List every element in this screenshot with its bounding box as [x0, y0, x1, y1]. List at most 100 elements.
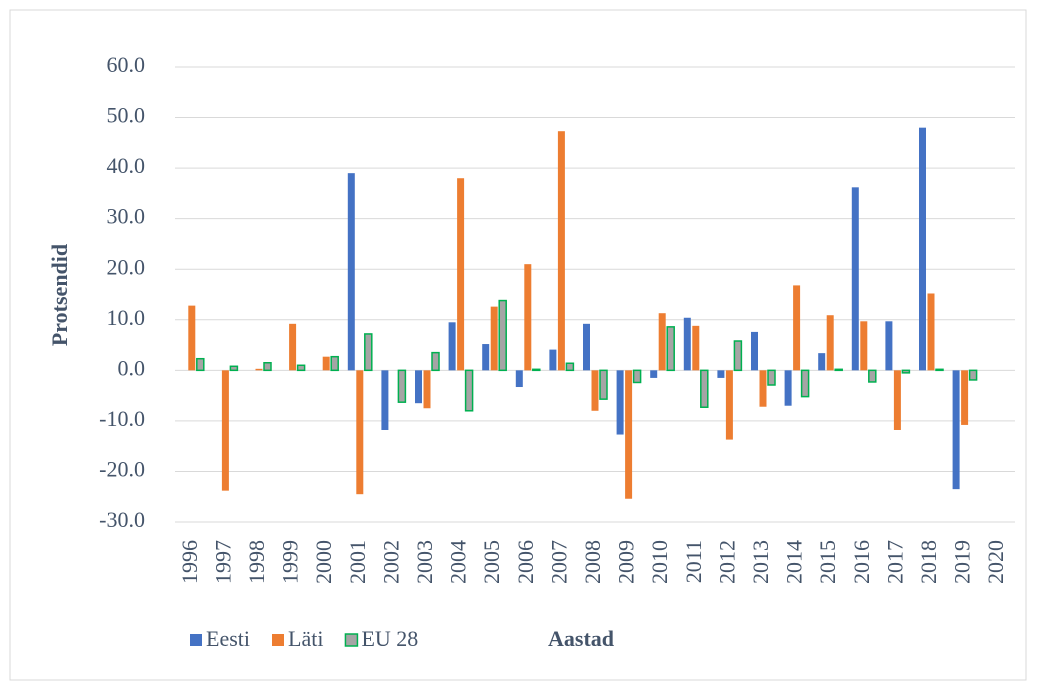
- bar: [229, 365, 239, 372]
- x-tick-label: 2020: [983, 540, 1008, 584]
- bar: [968, 369, 978, 381]
- legend-swatch: [272, 634, 284, 646]
- bar: [700, 369, 709, 408]
- bar: [818, 353, 826, 371]
- bar: [490, 306, 498, 371]
- bar: [330, 355, 339, 372]
- bar: [927, 293, 935, 371]
- bar: [759, 370, 767, 407]
- x-tick-label: 2016: [849, 540, 874, 584]
- y-tick-label: 40.0: [107, 153, 146, 178]
- legend-label: Läti: [288, 626, 323, 651]
- bar: [431, 351, 440, 372]
- bar: [364, 333, 373, 372]
- x-tick-label: 2011: [681, 540, 706, 583]
- bar: [356, 370, 364, 495]
- x-tick-label: 1999: [278, 540, 303, 584]
- bar: [221, 370, 229, 491]
- bar: [935, 368, 944, 372]
- x-tick-label: 1997: [210, 540, 235, 584]
- bar: [532, 368, 541, 372]
- y-tick-label: 50.0: [107, 103, 146, 128]
- y-tick-label: -20.0: [99, 456, 145, 481]
- bar: [725, 370, 733, 440]
- bar: [347, 173, 355, 371]
- bar: [625, 370, 633, 499]
- bar: [322, 356, 330, 371]
- bar: [767, 369, 776, 386]
- bar: [289, 323, 297, 371]
- bar: [196, 357, 205, 372]
- bar: [255, 368, 263, 371]
- x-axis-title: Aastad: [548, 626, 614, 651]
- x-tick-label: 2015: [815, 540, 840, 584]
- x-tick-label: 2010: [647, 540, 672, 584]
- legend-swatch: [344, 633, 359, 647]
- x-tick-label: 2019: [950, 540, 975, 584]
- bar: [658, 313, 666, 371]
- legend-label: Eesti: [206, 626, 250, 651]
- bar: [826, 315, 834, 371]
- x-tick-label: 2006: [513, 540, 538, 584]
- bar: [885, 321, 893, 371]
- x-tick-label: 2001: [345, 540, 370, 584]
- legend-swatch: [190, 634, 202, 646]
- y-tick-label: -10.0: [99, 406, 145, 431]
- bar: [717, 370, 725, 378]
- bar: [549, 349, 557, 371]
- y-tick-label: 30.0: [107, 204, 146, 229]
- bar: [893, 370, 901, 430]
- x-tick-label: 2014: [782, 540, 807, 584]
- x-tick-label: 2018: [916, 540, 941, 584]
- bar: [599, 369, 608, 400]
- bar: [616, 370, 624, 435]
- x-tick-label: 1998: [244, 540, 269, 584]
- bar: [482, 344, 490, 371]
- bar: [524, 264, 532, 371]
- x-tick-label: 2012: [714, 540, 739, 584]
- x-tick-label: 2002: [378, 540, 403, 584]
- bar: [583, 323, 590, 371]
- bar: [650, 370, 658, 378]
- bar: [860, 321, 868, 371]
- bar: [464, 369, 474, 412]
- bar: [751, 331, 758, 371]
- legend-label: EU 28: [361, 626, 418, 651]
- bar: [692, 325, 700, 371]
- x-tick-label: 2004: [446, 540, 471, 584]
- x-tick-label: 1996: [177, 540, 202, 584]
- bar: [515, 370, 523, 388]
- bar: [457, 178, 465, 371]
- bar: [565, 362, 575, 372]
- bar: [868, 369, 877, 383]
- bar: [733, 340, 743, 372]
- bar: [793, 285, 801, 371]
- x-tick-label: 2013: [748, 540, 773, 584]
- bar: [381, 370, 389, 430]
- bar: [851, 187, 859, 371]
- x-tick-label: 2007: [546, 540, 571, 584]
- bar: [591, 370, 599, 411]
- y-tick-label: -30.0: [99, 507, 145, 532]
- bar: [188, 305, 196, 371]
- bar: [415, 370, 422, 404]
- y-tick-label: 10.0: [107, 305, 146, 330]
- bar: [423, 370, 431, 409]
- bar: [666, 326, 675, 372]
- bar: [952, 370, 960, 490]
- y-axis-title: Protsendid: [47, 244, 72, 346]
- bar: [263, 362, 272, 372]
- bar: [901, 369, 911, 374]
- x-tick-label: 2003: [412, 540, 437, 584]
- bar: [557, 131, 565, 371]
- bar: [448, 322, 456, 371]
- bar: [632, 369, 642, 384]
- x-tick-label: 2009: [614, 540, 639, 584]
- x-tick-label: 2005: [479, 540, 504, 584]
- bar: [498, 299, 507, 372]
- bar: [784, 370, 792, 406]
- bar: [683, 317, 691, 371]
- y-tick-label: 0.0: [118, 355, 146, 380]
- y-tick-label: 20.0: [107, 254, 146, 279]
